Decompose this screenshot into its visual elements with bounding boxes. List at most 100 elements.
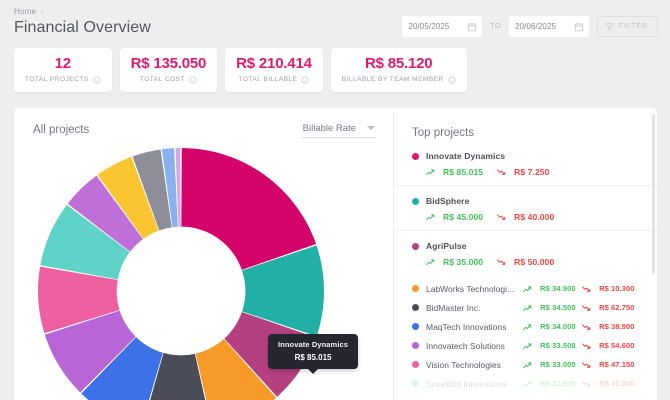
- filter-button[interactable]: FILTER: [597, 16, 658, 37]
- kpi-label: TOTAL BILLABLE: [238, 76, 298, 84]
- list-item[interactable]: BidMaster Inc. R$ 34.500 R$ 62.750: [394, 298, 657, 317]
- top-project-name: AgriPulse: [426, 241, 467, 251]
- donut-slice[interactable]: [181, 148, 317, 270]
- legend-dot: [412, 242, 419, 250]
- cost-value: R$ 62.750: [599, 303, 635, 312]
- legend-dot: [412, 304, 419, 311]
- calendar-icon[interactable]: [467, 22, 477, 32]
- project-name: LabWorks Technologi...: [426, 283, 515, 294]
- donut-slice[interactable]: [40, 204, 130, 280]
- top-projects-header: Top projects: [394, 108, 657, 141]
- main-panel: All projects Billable Rate Innovate Dyna…: [14, 108, 657, 400]
- trend-down-icon: [582, 361, 594, 369]
- billable-value-group: R$ 35.000: [426, 257, 483, 267]
- donut-chart-svg[interactable]: [36, 146, 326, 400]
- date-range-toolbar: 20/05/2025 TO 20/06/2025: [402, 16, 658, 37]
- cost-value: R$ 41.200: [599, 379, 635, 388]
- cost-value-group: R$ 10.300: [582, 284, 641, 293]
- date-to-field[interactable]: 20/06/2025: [509, 16, 589, 37]
- list-item[interactable]: Vision Technologies R$ 33.000 R$ 47.150: [394, 355, 657, 374]
- project-name: SmartBid Innovations: [426, 378, 507, 389]
- donut-slice[interactable]: [67, 175, 143, 252]
- top-project-item[interactable]: BidSphere R$ 45.000: [394, 185, 657, 230]
- kpi-value: R$ 210.414: [236, 55, 312, 73]
- cost-value-group: R$ 54.600: [582, 341, 641, 350]
- tooltip-value: R$ 85.015: [294, 353, 332, 362]
- trend-up-icon: [426, 213, 438, 221]
- list-scrollbar[interactable]: [652, 114, 655, 274]
- trend-up-icon: [523, 361, 535, 369]
- date-from-value: 20/05/2025: [408, 22, 450, 31]
- kpi-value: 12: [54, 55, 72, 73]
- legend-dot: [412, 197, 419, 205]
- cost-value: R$ 47.150: [599, 360, 635, 369]
- donut-slice[interactable]: [37, 266, 120, 334]
- list-item[interactable]: MaqTech Innovations R$ 34.000 R$ 38.900: [394, 317, 657, 336]
- top-project-item[interactable]: Innovate Dynamics R$ 85.015: [394, 141, 657, 185]
- donut-slice[interactable]: [195, 339, 277, 400]
- trend-down-icon: [582, 380, 594, 388]
- billable-value-group: R$ 33.000: [523, 360, 582, 369]
- billable-value-group: R$ 34.900: [523, 284, 582, 293]
- trend-down-icon: [497, 213, 509, 221]
- chart-title: All projects: [33, 124, 90, 136]
- kpi-card-total-projects: 12 TOTAL PROJECTS: [14, 48, 112, 92]
- chart-section: All projects Billable Rate Innovate Dyna…: [14, 108, 393, 400]
- donut-slice[interactable]: [142, 352, 212, 400]
- page-title: Financial Overview: [14, 19, 151, 36]
- donut-slice[interactable]: [97, 156, 159, 239]
- top-project-item[interactable]: AgriPulse R$ 35.000: [394, 230, 657, 275]
- info-icon[interactable]: [448, 76, 456, 84]
- list-item[interactable]: Innovatech Solutions R$ 33.500 R$ 54.600: [394, 336, 657, 355]
- cost-value-group: R$ 47.150: [582, 360, 641, 369]
- list-item[interactable]: LabWorks Technologi... R$ 34.900 R$ 10.300: [394, 279, 657, 298]
- cost-value: R$ 10.300: [599, 284, 635, 293]
- breadcrumb-home[interactable]: Home: [14, 7, 37, 16]
- list-item[interactable]: SmartBid Innovations R$ 32.500 R$ 41.200: [394, 374, 657, 393]
- cost-value-group: R$ 41.200: [582, 379, 641, 388]
- trend-down-icon: [497, 258, 509, 266]
- trend-up-icon: [426, 258, 438, 266]
- chevron-right-icon: ›: [41, 7, 45, 16]
- donut-slice[interactable]: [161, 148, 178, 228]
- billable-value-group: R$ 33.500: [523, 341, 582, 350]
- calendar-icon[interactable]: [574, 22, 584, 32]
- tooltip-arrow: [308, 369, 319, 374]
- filter-button-label: FILTER: [619, 23, 648, 30]
- info-icon[interactable]: [301, 76, 309, 84]
- donut-slice[interactable]: [175, 148, 181, 227]
- cost-value: R$ 7.250: [514, 167, 550, 177]
- kpi-card-total-cost: R$ 135.050 TOTAL COST: [119, 48, 218, 92]
- kpi-label: BILLABLE BY TEAM MEMBER: [341, 76, 444, 84]
- billable-value: R$ 45.000: [443, 212, 484, 222]
- legend-dot: [412, 152, 419, 160]
- trend-down-icon: [582, 285, 594, 293]
- donut-slice[interactable]: [241, 245, 325, 337]
- donut-slice[interactable]: [132, 149, 172, 231]
- info-icon[interactable]: [189, 76, 197, 84]
- trend-up-icon: [523, 323, 535, 331]
- billable-value: R$ 34.000: [540, 322, 576, 331]
- legend-dot: [412, 361, 419, 368]
- donut-slice[interactable]: [44, 310, 136, 393]
- billable-value: R$ 34.900: [540, 284, 576, 293]
- donut-slice[interactable]: [81, 337, 163, 400]
- top-project-name: BidSphere: [426, 196, 470, 206]
- legend-dot: [412, 285, 419, 292]
- top-projects-title: Top projects: [412, 127, 475, 139]
- cost-value: R$ 54.600: [599, 341, 635, 350]
- top-projects-list: LabWorks Technologi... R$ 34.900 R$ 10.300…: [394, 275, 657, 393]
- cost-value-group: R$ 38.900: [582, 322, 641, 331]
- trend-up-icon: [523, 285, 535, 293]
- billable-value-group: R$ 45.000: [426, 212, 483, 222]
- kpi-row: 12 TOTAL PROJECTS R$ 135.050 TOTAL COST: [14, 48, 467, 92]
- trend-up-icon: [523, 380, 535, 388]
- metric-select[interactable]: Billable Rate: [300, 123, 376, 138]
- date-to-value: 20/06/2025: [515, 22, 557, 31]
- trend-down-icon: [582, 342, 594, 350]
- info-icon[interactable]: [93, 76, 101, 84]
- project-name: Vision Technologies: [426, 359, 501, 370]
- legend-dot: [412, 380, 419, 387]
- date-from-field[interactable]: 20/05/2025: [402, 16, 483, 37]
